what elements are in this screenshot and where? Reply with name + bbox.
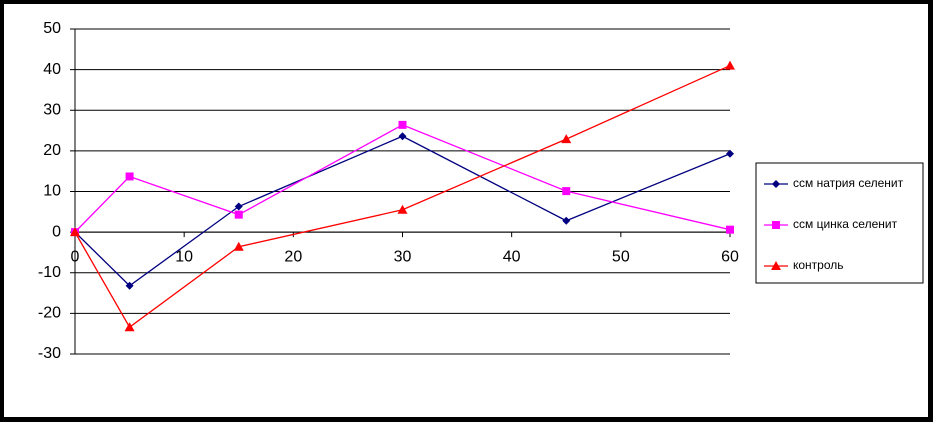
legend-box bbox=[755, 162, 924, 284]
data-point bbox=[725, 60, 735, 70]
data-point bbox=[398, 132, 407, 141]
data-point bbox=[233, 241, 244, 251]
x-tick-label: 50 bbox=[612, 248, 630, 265]
y-tick-label: 40 bbox=[43, 61, 61, 78]
y-tick-label: 30 bbox=[43, 101, 61, 118]
y-tick-label: 10 bbox=[43, 183, 61, 200]
y-tick-label: 20 bbox=[43, 142, 61, 159]
legend-label: ссм натрия селенит bbox=[793, 176, 904, 190]
x-tick-label: 20 bbox=[284, 248, 302, 265]
data-point bbox=[561, 134, 572, 144]
x-tick-label: 40 bbox=[503, 248, 521, 265]
y-tick-label: -10 bbox=[38, 264, 61, 281]
y-tick-label: -30 bbox=[38, 345, 61, 362]
y-tick-label: 0 bbox=[52, 223, 61, 240]
legend-marker bbox=[772, 180, 780, 188]
data-point bbox=[398, 120, 407, 129]
data-point bbox=[125, 172, 134, 181]
legend-marker bbox=[771, 261, 781, 270]
legend-label: контроль bbox=[793, 258, 844, 272]
data-point bbox=[125, 281, 134, 290]
data-point bbox=[124, 322, 135, 332]
y-tick-label: -20 bbox=[38, 305, 61, 322]
legend-label: ссм цинка селенит bbox=[793, 217, 898, 231]
data-point bbox=[70, 227, 80, 237]
x-tick-label: 0 bbox=[71, 248, 80, 265]
series-line bbox=[74, 64, 731, 329]
x-tick-label: 30 bbox=[394, 248, 412, 265]
y-tick-label: 50 bbox=[43, 20, 61, 37]
legend-marker bbox=[772, 221, 780, 229]
series-line bbox=[74, 135, 731, 287]
series-line bbox=[74, 124, 731, 233]
data-point bbox=[562, 187, 571, 196]
data-point bbox=[234, 202, 243, 211]
data-point bbox=[562, 216, 571, 225]
x-tick-label: 60 bbox=[721, 248, 739, 265]
data-point bbox=[397, 204, 408, 214]
data-point bbox=[726, 225, 734, 234]
x-tick-label: 10 bbox=[175, 248, 193, 265]
data-point bbox=[234, 210, 243, 219]
data-point bbox=[726, 149, 734, 158]
